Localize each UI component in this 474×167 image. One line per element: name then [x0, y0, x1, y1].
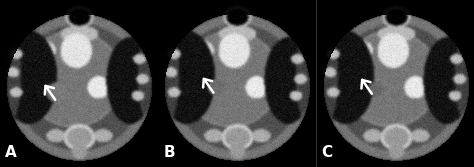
Text: C: C	[322, 145, 333, 160]
Text: B: B	[164, 145, 175, 160]
Text: A: A	[5, 145, 17, 160]
